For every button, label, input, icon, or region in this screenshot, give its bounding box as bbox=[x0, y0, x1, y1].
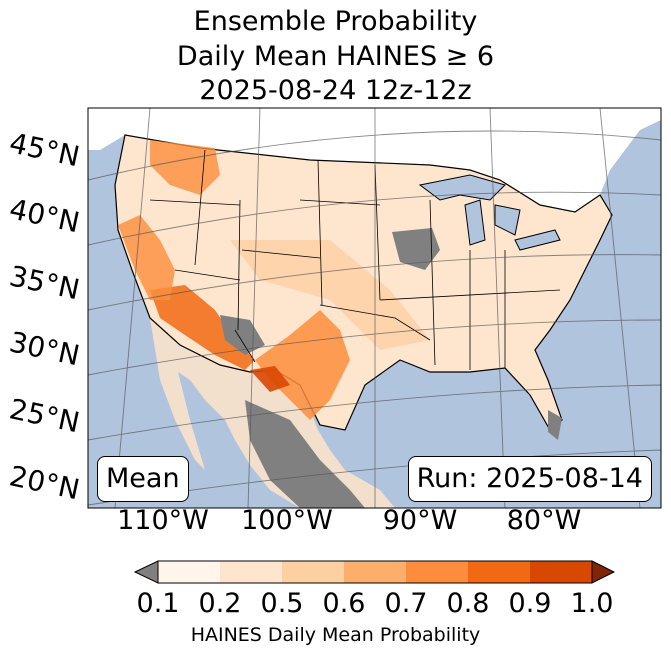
colorbar-bin-7 bbox=[530, 561, 592, 583]
colorbar-tick: 0.7 bbox=[384, 588, 428, 619]
run-box: Run: 2025-08-14 bbox=[407, 456, 652, 502]
missing-data-florida bbox=[548, 410, 562, 440]
colorbar-bin-2 bbox=[220, 561, 282, 583]
colorbar-tick: 0.1 bbox=[136, 588, 180, 619]
colorbar-tick: 0.8 bbox=[446, 588, 490, 619]
colorbar-bin-5 bbox=[406, 561, 468, 583]
missing-data-iowa bbox=[392, 228, 440, 270]
map-frame bbox=[87, 107, 662, 509]
stat-box: Mean bbox=[97, 456, 189, 502]
prob-region-california bbox=[118, 215, 175, 300]
canada-land bbox=[88, 108, 661, 212]
title-line-2: Daily Mean HAINES ≥ 6 bbox=[176, 41, 495, 72]
prob-region-texas bbox=[255, 310, 350, 420]
colorbar-tick: 0.5 bbox=[260, 588, 304, 619]
colorbar bbox=[133, 560, 616, 584]
colorbar-tick: 0.6 bbox=[322, 588, 366, 619]
colorbar-over-arrow bbox=[591, 560, 616, 584]
lon-label-110: 110°W bbox=[117, 505, 209, 536]
colorbar-tick: 0.9 bbox=[508, 588, 552, 619]
title-line-3: 2025-08-24 12z-12z bbox=[199, 75, 472, 106]
lon-label-80: 80°W bbox=[506, 505, 582, 536]
prob-region-texas-core bbox=[250, 366, 290, 392]
prob-region-plains bbox=[230, 240, 430, 350]
colorbar-bin-1 bbox=[158, 561, 220, 583]
colorbar-bin-6 bbox=[468, 561, 530, 583]
great-lakes bbox=[418, 174, 561, 251]
missing-data-mexico bbox=[245, 400, 365, 508]
colorbar-bin-4 bbox=[344, 561, 406, 583]
state-borders bbox=[149, 149, 561, 370]
colorbar-tick: 0.2 bbox=[198, 588, 242, 619]
missing-data-southwest bbox=[220, 315, 265, 355]
colorbar-tick: 1.0 bbox=[570, 588, 614, 619]
colorbar-bin-3 bbox=[282, 561, 344, 583]
lon-label-90: 90°W bbox=[382, 505, 458, 536]
prob-region-southwest bbox=[150, 285, 255, 370]
colorbar-under-arrow bbox=[133, 560, 159, 584]
title-line-1: Ensemble Probability bbox=[193, 6, 478, 37]
lon-label-100: 100°W bbox=[241, 505, 333, 536]
colorbar-label: HAINES Daily Mean Probability bbox=[190, 624, 481, 646]
